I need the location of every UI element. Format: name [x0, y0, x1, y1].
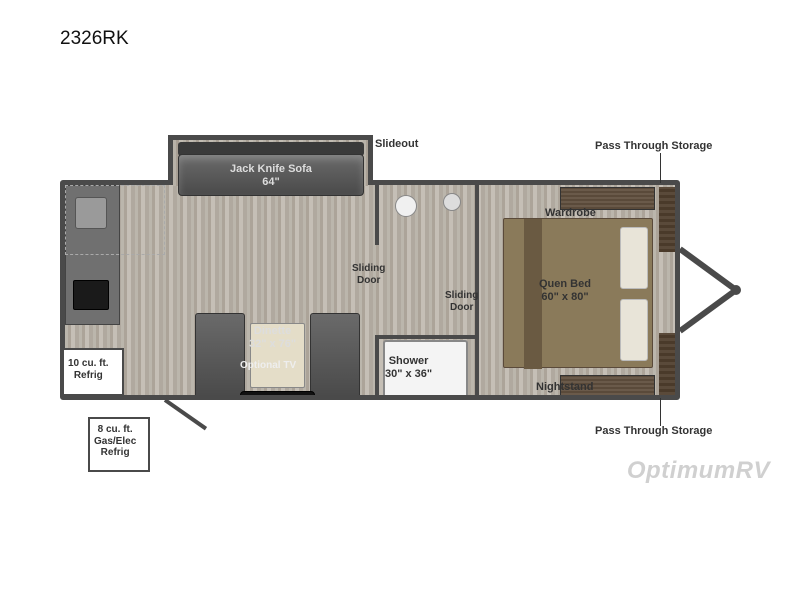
label-dinette: Dinette 32" x 76"	[249, 325, 296, 350]
label-pass-through-top: Pass Through Storage	[595, 140, 712, 153]
callout-pass-through-bottom	[660, 398, 661, 426]
model-number: 2326RK	[60, 28, 129, 50]
optional-tv	[240, 391, 315, 400]
dinette-seat-left	[195, 313, 245, 398]
label-shower: Shower 30" x 36"	[385, 355, 432, 380]
callout-pass-through-top	[660, 153, 661, 183]
bath-wall-left-bot	[375, 335, 379, 400]
label-queen-bed: Quen Bed 60" x 80"	[539, 278, 591, 303]
label-sliding-door-bottom: Sliding Door	[445, 290, 478, 313]
pillow-top	[620, 227, 648, 289]
bath-sink-icon	[443, 193, 461, 211]
label-optional-tv: Optional TV	[240, 360, 296, 372]
label-slideout: Slideout	[375, 138, 418, 151]
hitch-icon	[678, 245, 743, 335]
floorplan-canvas: 2326RK	[0, 0, 800, 600]
label-sofa: Jack Knife Sofa 64"	[230, 163, 312, 188]
label-sliding-door-top: Sliding Door	[352, 263, 385, 286]
overhead-cabinet-outline	[65, 185, 165, 255]
label-wardrobe: Wardrobe	[545, 207, 596, 220]
pass-through-top	[659, 187, 677, 252]
label-fridge10: 10 cu. ft. Refrig	[68, 358, 109, 381]
dinette-seat-right	[310, 313, 360, 398]
bath-wall-shower	[375, 335, 475, 339]
pillow-bottom	[620, 299, 648, 361]
toilet-icon	[395, 195, 417, 217]
label-pass-through-bottom: Pass Through Storage	[595, 425, 712, 438]
label-nightstand: Nightstand	[536, 381, 593, 394]
label-fridge8: 8 cu. ft. Gas/Elec Refrig	[94, 424, 136, 459]
pass-through-bottom	[659, 333, 677, 398]
kitchen-stove	[73, 280, 109, 310]
watermark-text: OptimumRV	[627, 457, 770, 485]
bath-wall-left	[375, 185, 379, 245]
entry-door	[164, 398, 207, 430]
